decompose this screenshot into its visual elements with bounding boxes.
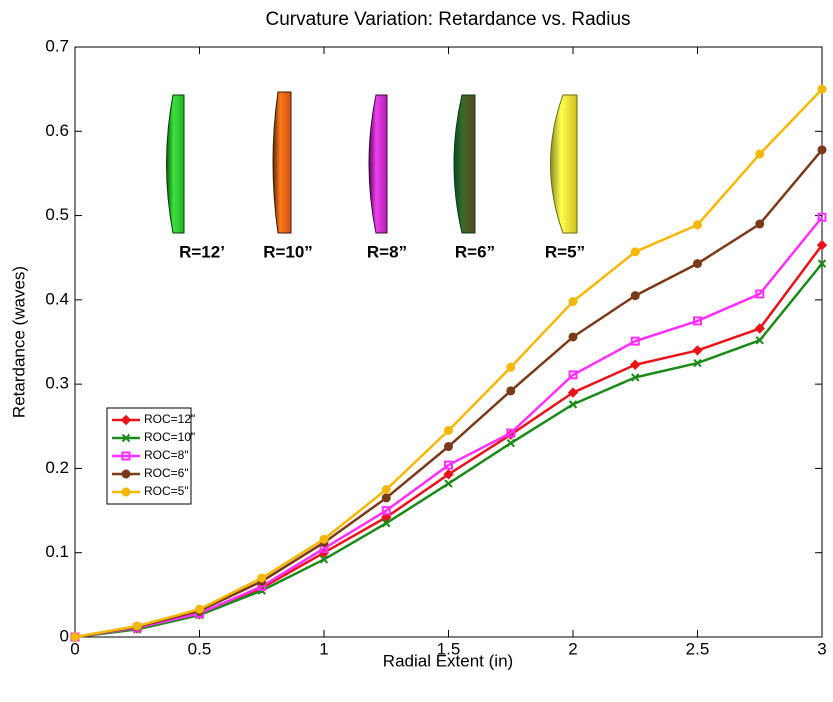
marker bbox=[567, 387, 579, 398]
marker bbox=[382, 519, 391, 528]
marker bbox=[132, 621, 142, 631]
marker bbox=[506, 438, 515, 448]
y-tick-label: 0.3 bbox=[45, 374, 69, 393]
marker bbox=[693, 259, 702, 269]
y-tick-label: 0 bbox=[60, 626, 69, 645]
lens bbox=[453, 94, 476, 234]
legend-label: ROC=5" bbox=[144, 484, 189, 498]
marker bbox=[630, 247, 640, 257]
annotation: R=5” bbox=[545, 242, 585, 261]
y-axis-label: Retardance (waves) bbox=[9, 266, 28, 418]
marker bbox=[568, 297, 578, 307]
y-tick-label: 0.1 bbox=[45, 542, 69, 561]
marker bbox=[755, 219, 765, 229]
marker bbox=[381, 485, 391, 494]
marker bbox=[817, 145, 827, 155]
lens bbox=[166, 94, 185, 234]
x-tick-label: 1.5 bbox=[437, 639, 461, 658]
lens bbox=[550, 94, 578, 234]
marker bbox=[693, 358, 702, 368]
marker bbox=[754, 323, 765, 334]
marker bbox=[444, 442, 453, 452]
marker bbox=[381, 493, 391, 503]
marker bbox=[506, 386, 516, 396]
x-tick-label: 2.5 bbox=[686, 639, 710, 658]
marker bbox=[506, 362, 516, 372]
marker bbox=[755, 289, 765, 299]
marker bbox=[692, 345, 703, 356]
marker bbox=[568, 332, 578, 342]
marker bbox=[631, 373, 640, 382]
legend-marker bbox=[121, 487, 131, 497]
marker bbox=[630, 336, 640, 346]
marker bbox=[817, 259, 827, 268]
marker bbox=[381, 506, 391, 516]
legend-label: ROC=10" bbox=[144, 430, 195, 444]
marker bbox=[70, 632, 80, 642]
marker bbox=[443, 469, 454, 480]
y-tick-label: 0.4 bbox=[45, 289, 69, 308]
marker bbox=[444, 479, 453, 488]
marker bbox=[444, 426, 453, 435]
marker bbox=[319, 534, 329, 544]
marker bbox=[568, 370, 578, 380]
lens bbox=[368, 94, 388, 234]
x-tick-label: 1 bbox=[319, 639, 328, 658]
marker bbox=[817, 212, 827, 222]
marker bbox=[693, 316, 702, 326]
x-tick-label: 0.5 bbox=[188, 639, 212, 658]
series bbox=[70, 84, 827, 642]
annotation: R=12’ bbox=[179, 242, 225, 261]
marker bbox=[630, 291, 640, 301]
marker bbox=[816, 239, 828, 251]
x-axis-label: Radial Extent (in) bbox=[383, 651, 513, 670]
marker bbox=[755, 336, 764, 345]
marker bbox=[444, 460, 453, 470]
x-tick-label: 2 bbox=[568, 639, 577, 658]
annotation: R=8” bbox=[367, 242, 407, 261]
marker bbox=[195, 604, 204, 614]
y-tick-label: 0.5 bbox=[45, 205, 69, 224]
marker bbox=[817, 84, 827, 94]
legend-marker bbox=[120, 414, 132, 426]
lens bbox=[272, 91, 292, 234]
x-tick-label: 3 bbox=[817, 639, 826, 658]
legend: ROC=12" ROC=10" ROC=8" ROC=6" ROC=5" bbox=[106, 407, 195, 505]
marker bbox=[693, 220, 702, 230]
legend-marker bbox=[121, 469, 131, 479]
y-tick-label: 0.7 bbox=[45, 36, 69, 55]
y-tick-label: 0.2 bbox=[45, 458, 69, 477]
chart-title: Curvature Variation: Retardance vs. Radi… bbox=[265, 9, 630, 30]
legend-label: ROC=8" bbox=[144, 448, 189, 462]
marker bbox=[506, 428, 516, 438]
legend-marker bbox=[121, 451, 131, 461]
lens-images bbox=[166, 91, 578, 234]
x-tick-label: 0 bbox=[70, 639, 79, 658]
legend-marker bbox=[121, 433, 131, 443]
y-tick-label: 0.6 bbox=[45, 121, 69, 140]
marker bbox=[755, 149, 765, 159]
legend-label: ROC=12" bbox=[144, 412, 195, 426]
annotation: R=10” bbox=[263, 242, 313, 261]
marker bbox=[257, 573, 267, 583]
plot-frame bbox=[74, 46, 823, 638]
marker bbox=[319, 555, 329, 564]
marker bbox=[568, 400, 578, 409]
legend-label: ROC=6" bbox=[144, 466, 189, 480]
annotation: R=6” bbox=[455, 242, 495, 261]
marker bbox=[630, 359, 641, 370]
